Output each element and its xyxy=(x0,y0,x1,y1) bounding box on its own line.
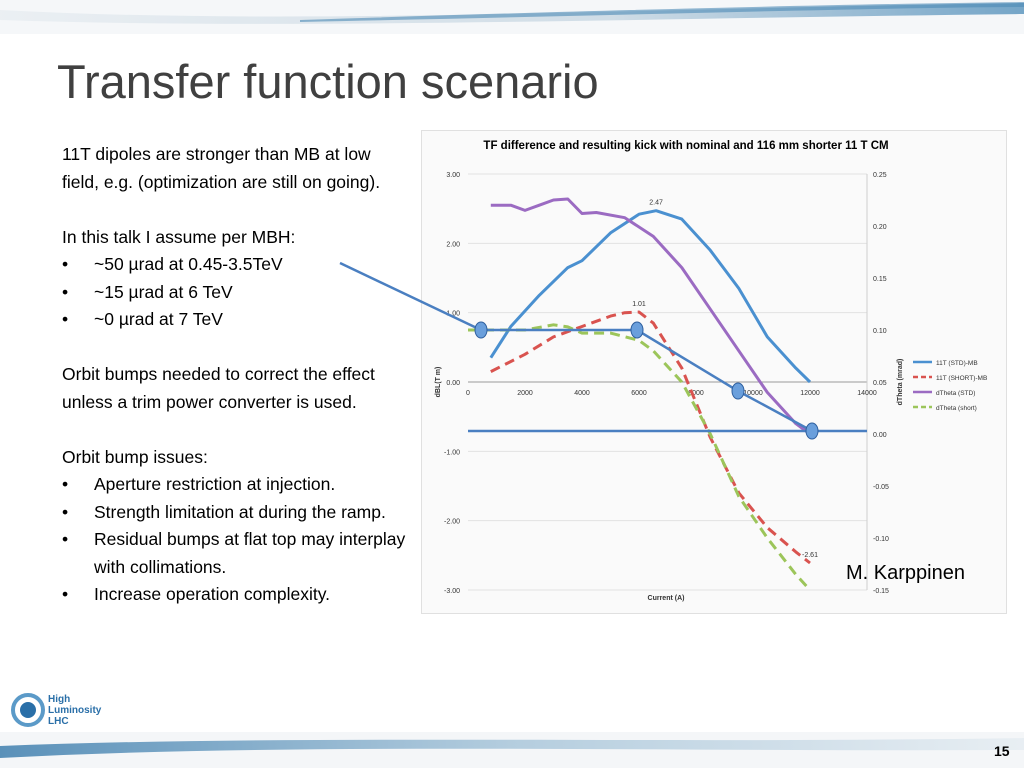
y-tick-label: 0.00 xyxy=(446,380,460,387)
x-tick-label: 6000 xyxy=(631,390,647,397)
y2-tick-label: 0.10 xyxy=(873,328,887,335)
y2-tick-label: -0.10 xyxy=(873,536,889,543)
y-tick-label: 2.00 xyxy=(446,241,460,248)
list-item: Residual bumps at flat top may interplay… xyxy=(62,526,407,581)
y-tick-label: -2.00 xyxy=(444,519,460,526)
y2-tick-label: 0.20 xyxy=(873,224,887,231)
logo-ring xyxy=(11,693,45,727)
x-axis-label: Current (A) xyxy=(648,595,685,602)
assumption-list: ~50 µrad at 0.45-3.5TeV ~15 µrad at 6 Te… xyxy=(62,251,407,334)
slide-title: Transfer function scenario xyxy=(57,55,599,108)
x-tick-label: 0 xyxy=(466,390,470,397)
list-item: ~15 µrad at 6 TeV xyxy=(62,279,407,307)
x-tick-label: 12000 xyxy=(800,390,820,397)
data-label: 2.47 xyxy=(649,200,663,207)
y-tick-label: 1.00 xyxy=(446,311,460,318)
top-decorative-band xyxy=(0,0,1024,34)
orbit-bump-paragraph: Orbit bumps needed to correct the effect… xyxy=(62,364,375,412)
hl-lhc-logo xyxy=(11,693,45,727)
kick-marker xyxy=(630,321,644,339)
body-text: 11T dipoles are stronger than MB at low … xyxy=(62,141,407,609)
kick-marker xyxy=(805,422,819,440)
kick-marker xyxy=(731,382,745,400)
y2-tick-label: 0.05 xyxy=(873,380,887,387)
tf-chart: TF difference and resulting kick with no… xyxy=(435,140,987,602)
list-item: ~50 µrad at 0.45-3.5TeV xyxy=(62,251,407,279)
y2-tick-label: 0.15 xyxy=(873,276,887,283)
kick-step-line xyxy=(481,328,813,433)
y-tick-label: 3.00 xyxy=(446,172,460,179)
data-label: 1.01 xyxy=(632,301,646,308)
intro-paragraph: 11T dipoles are stronger than MB at low … xyxy=(62,144,381,192)
assumption-heading: In this talk I assume per MBH: xyxy=(62,226,296,247)
y2-tick-label: 0.00 xyxy=(873,432,887,439)
legend-label: dTheta (short) xyxy=(936,405,977,412)
bottom-decorative-band xyxy=(0,732,1024,768)
y2-tick-label: 0.25 xyxy=(873,172,887,179)
legend-label: 11T (STD)-MB xyxy=(936,360,978,367)
y2-tick-label: -0.15 xyxy=(873,588,889,595)
kick-marker xyxy=(474,321,488,339)
series-line xyxy=(490,310,811,565)
y2-axis-label: dTheta (mrad) xyxy=(897,359,904,406)
list-item: ~0 µrad at 7 TeV xyxy=(62,306,407,334)
logo-line: LHC xyxy=(48,716,69,727)
legend-label: dTheta (STD) xyxy=(936,390,975,397)
x-tick-label: 10000 xyxy=(743,390,763,397)
logo-line: High xyxy=(48,694,71,705)
issues-heading: Orbit bump issues: xyxy=(62,446,208,467)
logo-line: Luminosity xyxy=(48,705,102,716)
logo-core xyxy=(20,702,36,718)
x-tick-label: 2000 xyxy=(517,390,533,397)
logo-text: High Luminosity LHC xyxy=(48,694,101,727)
list-item: Increase operation complexity. xyxy=(62,581,407,609)
chart-title: TF difference and resulting kick with no… xyxy=(483,140,888,152)
x-tick-label: 4000 xyxy=(574,390,590,397)
series-line xyxy=(489,209,812,384)
issues-list: Aperture restriction at injection. Stren… xyxy=(62,471,407,609)
legend-label: 11T (SHORT)-MB xyxy=(936,375,987,382)
series-line xyxy=(468,323,812,592)
y-tick-label: -1.00 xyxy=(444,449,460,456)
list-item: Strength limitation at during the ramp. xyxy=(62,499,407,527)
author-credit: M. Karppinen xyxy=(846,562,965,584)
annotation-arrow-line xyxy=(339,261,482,332)
series-line xyxy=(490,197,811,436)
list-item: Aperture restriction at injection. xyxy=(62,471,407,499)
y2-tick-label: -0.05 xyxy=(873,484,889,491)
x-tick-label: 8000 xyxy=(688,390,704,397)
x-tick-label: 14000 xyxy=(857,390,877,397)
data-label: -2.61 xyxy=(802,552,818,559)
y-axis-label: dBL(T m) xyxy=(435,367,442,398)
chart-panel xyxy=(421,130,1007,614)
page-number: 15 xyxy=(994,743,1010,759)
y-tick-label: -3.00 xyxy=(444,588,460,595)
